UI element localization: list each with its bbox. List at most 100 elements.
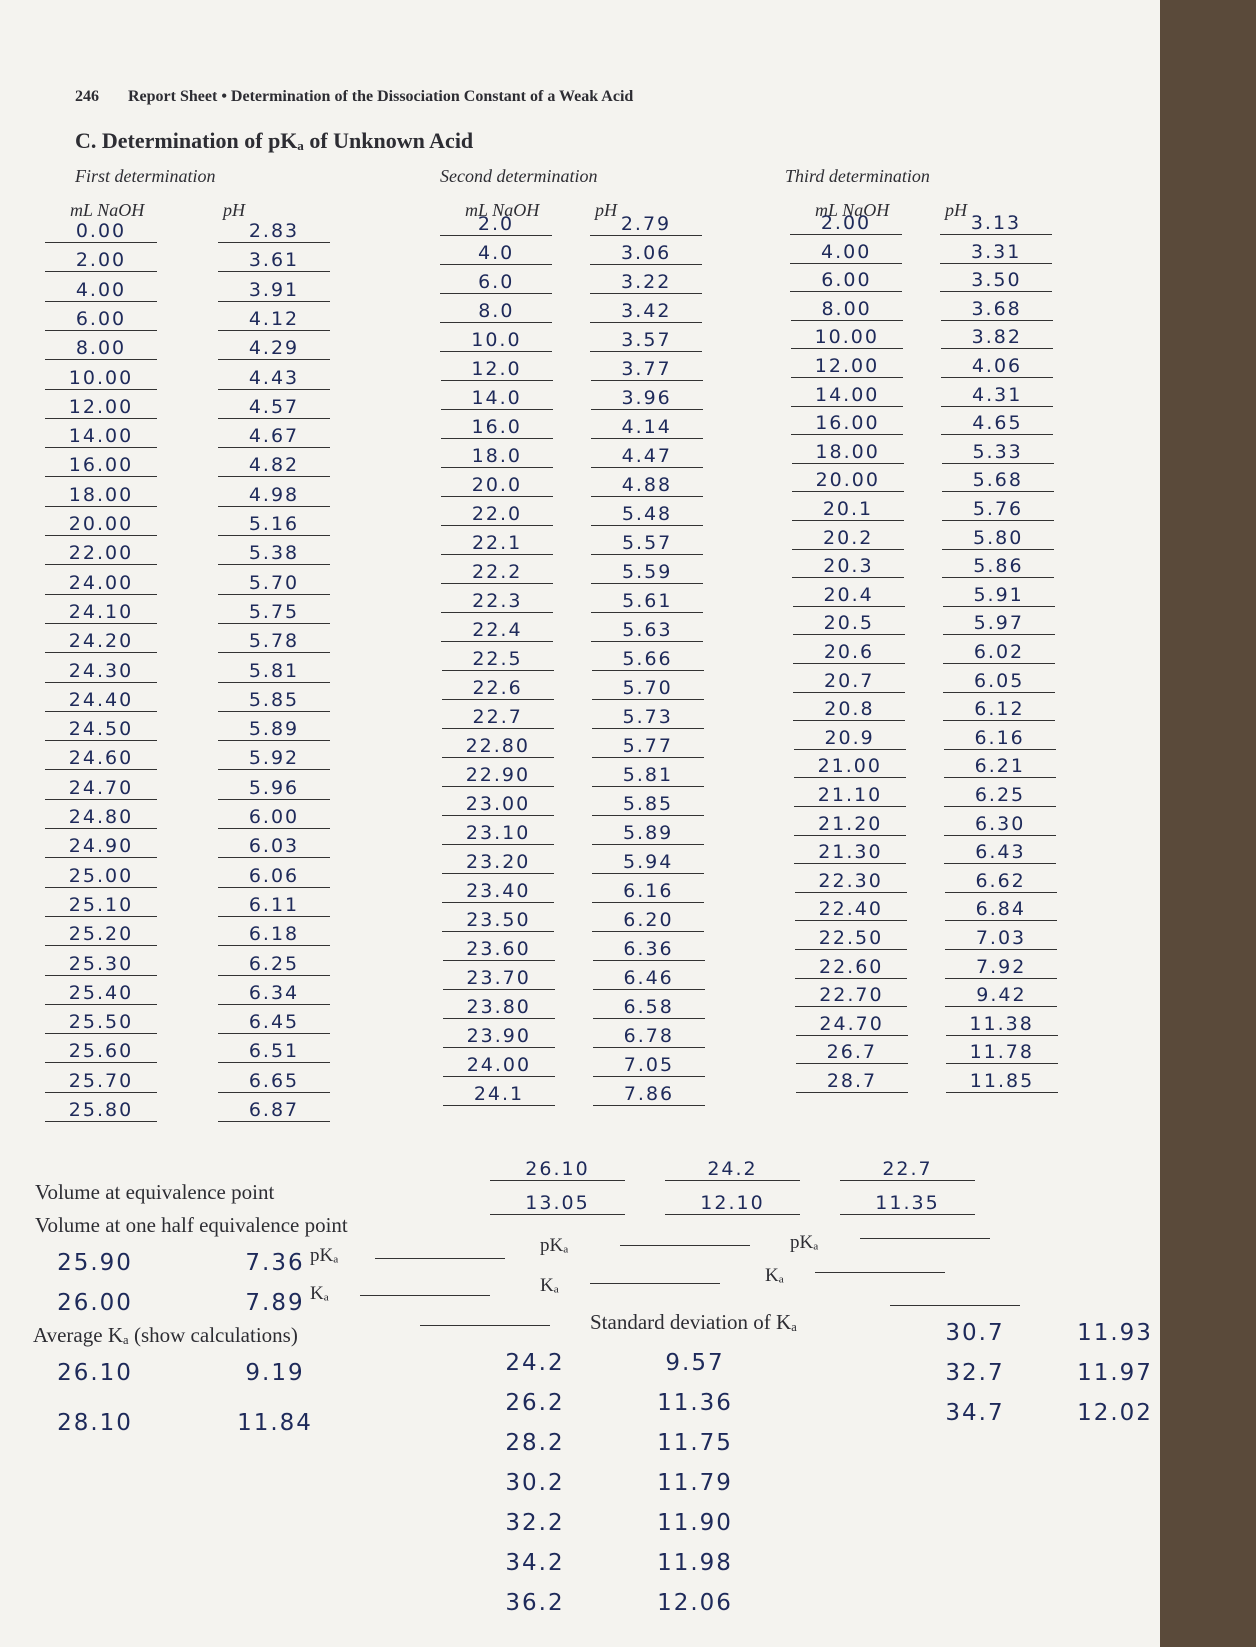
half-equivalence-volume: 12.10 (665, 1192, 800, 1215)
ph-value: 5.94 (592, 851, 705, 874)
ph-value: 3.82 (940, 326, 1053, 350)
volume-value: 18.00 (791, 441, 904, 464)
volume-value: 24.00 (442, 1054, 555, 1077)
volume-value: 23.00 (442, 793, 554, 816)
ph-value: 5.33 (941, 441, 1054, 464)
volume-value: 4.00 (45, 279, 157, 302)
volume-value: 24.90 (45, 835, 157, 859)
ph-value: 5.86 (942, 555, 1055, 579)
ph-value: 5.91 (942, 584, 1055, 607)
ph-value: 3.61 (218, 249, 330, 273)
volume-value: 8.0 (440, 300, 553, 323)
ph-value: 2.79 (590, 213, 702, 236)
ph-value: 6.25 (944, 784, 1056, 807)
answer-blank (360, 1295, 490, 1296)
volume-value: 24.80 (45, 806, 157, 829)
extra-ph: 11.79 (657, 1470, 733, 1496)
extra-volume: 34.2 (505, 1550, 565, 1576)
extra-ph: 11.75 (657, 1430, 733, 1456)
volume-value: 25.70 (45, 1070, 157, 1093)
volume-value: 25.10 (45, 894, 157, 917)
volume-value: 20.1 (792, 498, 904, 521)
volume-value: 23.90 (442, 1025, 555, 1048)
volume-value: 20.3 (792, 555, 905, 579)
ph-value: 3.57 (590, 329, 703, 352)
ph-value: 11.85 (946, 1070, 1058, 1093)
extra-ph: 7.36 (245, 1250, 305, 1276)
volume-value: 20.00 (791, 469, 904, 493)
half-equivalence-label: Volume at one half equivalence point (35, 1213, 348, 1237)
report-sheet: 246 Report Sheet • Determination of the … (0, 0, 1160, 1647)
ph-value: 5.81 (218, 660, 330, 683)
volume-value: 10.00 (45, 367, 157, 390)
volume-value: 25.80 (45, 1099, 157, 1122)
extra-volume: 26.2 (505, 1390, 565, 1416)
ka-label: Kₐ (765, 1265, 784, 1286)
extra-volume: 24.2 (505, 1350, 565, 1376)
volume-value: 20.6 (793, 641, 905, 664)
answer-blank (375, 1258, 505, 1259)
ph-value: 6.18 (218, 923, 330, 947)
ph-value: 4.12 (218, 308, 330, 331)
ph-value: 4.31 (941, 384, 1054, 407)
ph-value: 7.03 (945, 927, 1057, 950)
ph-value: 6.34 (218, 982, 330, 1005)
ph-value: 3.91 (218, 279, 330, 302)
answer-blank (860, 1238, 990, 1239)
ph-value: 6.62 (944, 870, 1057, 893)
determination-label: Third determination (785, 166, 930, 186)
ph-value: 6.05 (943, 670, 1056, 693)
ph-value: 11.78 (945, 1041, 1058, 1065)
ph-value: 4.57 (218, 396, 330, 419)
determination-label: First determination (75, 166, 216, 186)
ph-value: 3.50 (940, 269, 1053, 293)
answer-blank (815, 1272, 945, 1273)
ph-value: 2.83 (218, 220, 330, 243)
volume-value: 8.00 (45, 337, 157, 361)
volume-value: 24.70 (795, 1013, 908, 1036)
ph-value: 6.00 (218, 806, 330, 829)
volume-value: 24.1 (443, 1083, 555, 1106)
extra-volume: 28.2 (505, 1430, 565, 1456)
ph-value: 4.98 (218, 484, 330, 507)
answer-blank (620, 1245, 750, 1246)
volume-value: 22.30 (794, 870, 907, 893)
volume-value: 18.0 (440, 445, 553, 468)
ph-value: 3.06 (590, 242, 703, 265)
ka-label: Kₐ (540, 1275, 559, 1296)
volume-value: 23.50 (442, 909, 555, 932)
ph-value: 6.43 (944, 841, 1057, 865)
extra-ph: 12.02 (1077, 1400, 1153, 1426)
volume-value: 22.5 (441, 648, 554, 671)
ph-value: 3.22 (590, 271, 703, 294)
volume-value: 20.0 (440, 474, 553, 497)
half-equivalence-volume: 13.05 (490, 1192, 625, 1215)
volume-value: 12.0 (440, 358, 553, 381)
volume-value: 22.70 (795, 984, 908, 1008)
column-header: pH (223, 200, 245, 220)
volume-value: 28.7 (796, 1070, 908, 1093)
column-header: pH (595, 200, 617, 220)
extra-volume: 26.10 (57, 1360, 133, 1386)
answer-blank (590, 1283, 720, 1284)
ph-value: 6.87 (218, 1099, 330, 1122)
stdev-label: Standard deviation of Kₐ (590, 1310, 797, 1334)
volume-value: 18.00 (45, 484, 157, 507)
ph-value: 4.65 (941, 412, 1054, 436)
ph-value: 6.36 (592, 938, 705, 961)
ph-value: 5.70 (591, 677, 704, 700)
extra-volume: 30.7 (945, 1320, 1005, 1346)
volume-value: 12.00 (791, 355, 903, 378)
volume-value: 23.60 (442, 938, 555, 961)
ph-value: 3.31 (940, 241, 1053, 264)
extra-volume: 28.10 (57, 1410, 133, 1436)
volume-value: 25.60 (45, 1040, 157, 1064)
extra-ph: 11.97 (1077, 1360, 1153, 1386)
ph-value: 6.51 (218, 1040, 330, 1064)
ph-value: 3.96 (590, 387, 703, 410)
volume-value: 2.00 (45, 249, 157, 273)
volume-value: 25.30 (45, 953, 157, 976)
ph-value: 5.75 (218, 601, 330, 624)
ph-value: 4.14 (590, 416, 703, 439)
